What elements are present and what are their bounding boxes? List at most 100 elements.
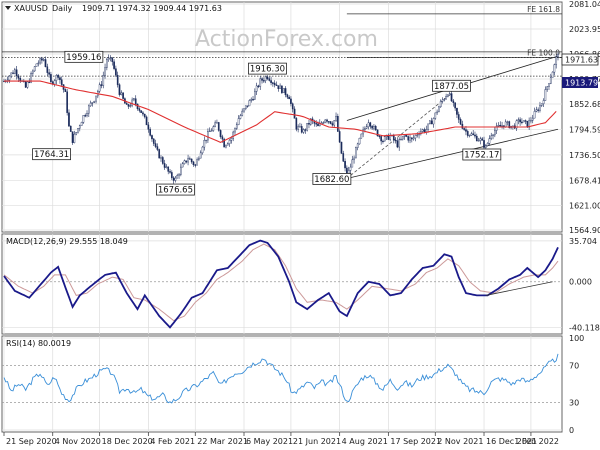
candle-body xyxy=(169,171,171,173)
candle-body xyxy=(333,120,336,126)
candle-body xyxy=(423,129,426,132)
price-tick-label: 1852.68 xyxy=(569,100,600,109)
candle-body xyxy=(409,137,411,141)
candle-body xyxy=(15,69,18,77)
x-tick-label: 2 Nov 2021 xyxy=(437,437,483,446)
x-tick-label: 6 May 2021 xyxy=(246,437,293,446)
candle-body xyxy=(180,166,182,175)
candle-body xyxy=(282,88,285,93)
candle-body xyxy=(154,143,157,147)
candle-body xyxy=(353,157,355,160)
candle-body xyxy=(98,84,101,92)
candle-body xyxy=(548,83,550,87)
candle-body xyxy=(151,135,153,140)
candle-body xyxy=(302,129,305,133)
candle-body xyxy=(490,135,493,139)
candle-body xyxy=(300,126,303,133)
candle-body xyxy=(199,152,202,159)
candle-body xyxy=(555,56,558,65)
candle-body xyxy=(261,78,263,81)
candle-body xyxy=(246,105,249,107)
candle-body xyxy=(210,130,213,132)
macd-trendline xyxy=(485,281,553,296)
candle-body xyxy=(248,100,251,107)
candle-body xyxy=(477,140,480,142)
current-price-tag xyxy=(561,53,599,66)
candle-body xyxy=(275,84,278,86)
candle-body xyxy=(263,80,265,82)
candle-body xyxy=(59,77,61,80)
candle-body xyxy=(317,123,319,127)
candle-body xyxy=(87,105,90,114)
candle-body xyxy=(528,120,530,128)
candle-body xyxy=(174,177,177,181)
candle-body xyxy=(75,131,78,135)
candle-body xyxy=(84,115,87,117)
candle-body xyxy=(277,85,280,89)
candle-body xyxy=(432,118,435,125)
candle-body xyxy=(203,140,206,148)
candle-body xyxy=(86,113,88,116)
candle-body xyxy=(163,163,166,168)
candle-body xyxy=(19,78,22,81)
candle-body xyxy=(495,125,498,131)
candle-body xyxy=(178,174,180,176)
candle-body xyxy=(232,131,235,139)
candle-body xyxy=(425,129,428,132)
x-tick-label: 4 Aug 2021 xyxy=(342,437,388,446)
candle-body xyxy=(156,146,159,150)
candle-body xyxy=(129,105,132,107)
candle-body xyxy=(48,72,50,75)
candle-body xyxy=(499,124,502,127)
candle-body xyxy=(8,75,11,81)
candle-body xyxy=(118,84,121,95)
candle-body xyxy=(93,100,96,103)
macd-tick-label: 0.000 xyxy=(569,278,592,287)
macd-panel-frame xyxy=(1,233,563,335)
candle-body xyxy=(436,111,438,114)
candle-body xyxy=(551,71,554,78)
candle-body xyxy=(219,130,222,137)
candle-body xyxy=(152,138,155,144)
price-candles xyxy=(3,52,559,184)
candle-body xyxy=(308,122,310,125)
candle-body xyxy=(138,108,141,111)
candle-body xyxy=(187,158,189,163)
candle-body xyxy=(335,116,337,121)
candle-body xyxy=(457,114,460,120)
candle-body xyxy=(540,103,543,106)
x-tick-label: 18 Dec 2020 xyxy=(102,437,153,446)
x-tick-label: 4 Feb 2021 xyxy=(150,437,195,446)
candle-body xyxy=(309,118,312,125)
candle-body xyxy=(239,115,242,119)
annotation-label: 1916.30 xyxy=(250,65,285,75)
candle-body xyxy=(259,78,262,87)
candle-body xyxy=(383,136,386,142)
candle-body xyxy=(102,75,105,86)
candle-body xyxy=(445,96,447,100)
candle-body xyxy=(367,122,370,127)
candle-body xyxy=(468,134,471,137)
dropdown-triangle-icon[interactable] xyxy=(5,6,11,10)
moving-average-line xyxy=(4,80,557,144)
candle-body xyxy=(50,74,52,82)
fe-level-label: FE 100.0 xyxy=(527,49,560,58)
candle-body xyxy=(447,94,449,97)
candle-body xyxy=(483,140,485,148)
candle-body xyxy=(107,57,110,60)
candle-body xyxy=(365,126,368,129)
candle-body xyxy=(243,108,245,112)
candle-body xyxy=(364,128,366,131)
candle-body xyxy=(474,134,476,137)
grid-lines xyxy=(2,2,562,432)
candle-body xyxy=(32,70,34,74)
candle-body xyxy=(293,108,296,119)
candle-body xyxy=(531,117,534,121)
candle-body xyxy=(448,93,451,96)
candle-body xyxy=(286,94,289,98)
candle-body xyxy=(266,76,269,79)
candle-body xyxy=(288,96,290,100)
candle-body xyxy=(537,109,539,111)
candle-body xyxy=(237,118,240,125)
